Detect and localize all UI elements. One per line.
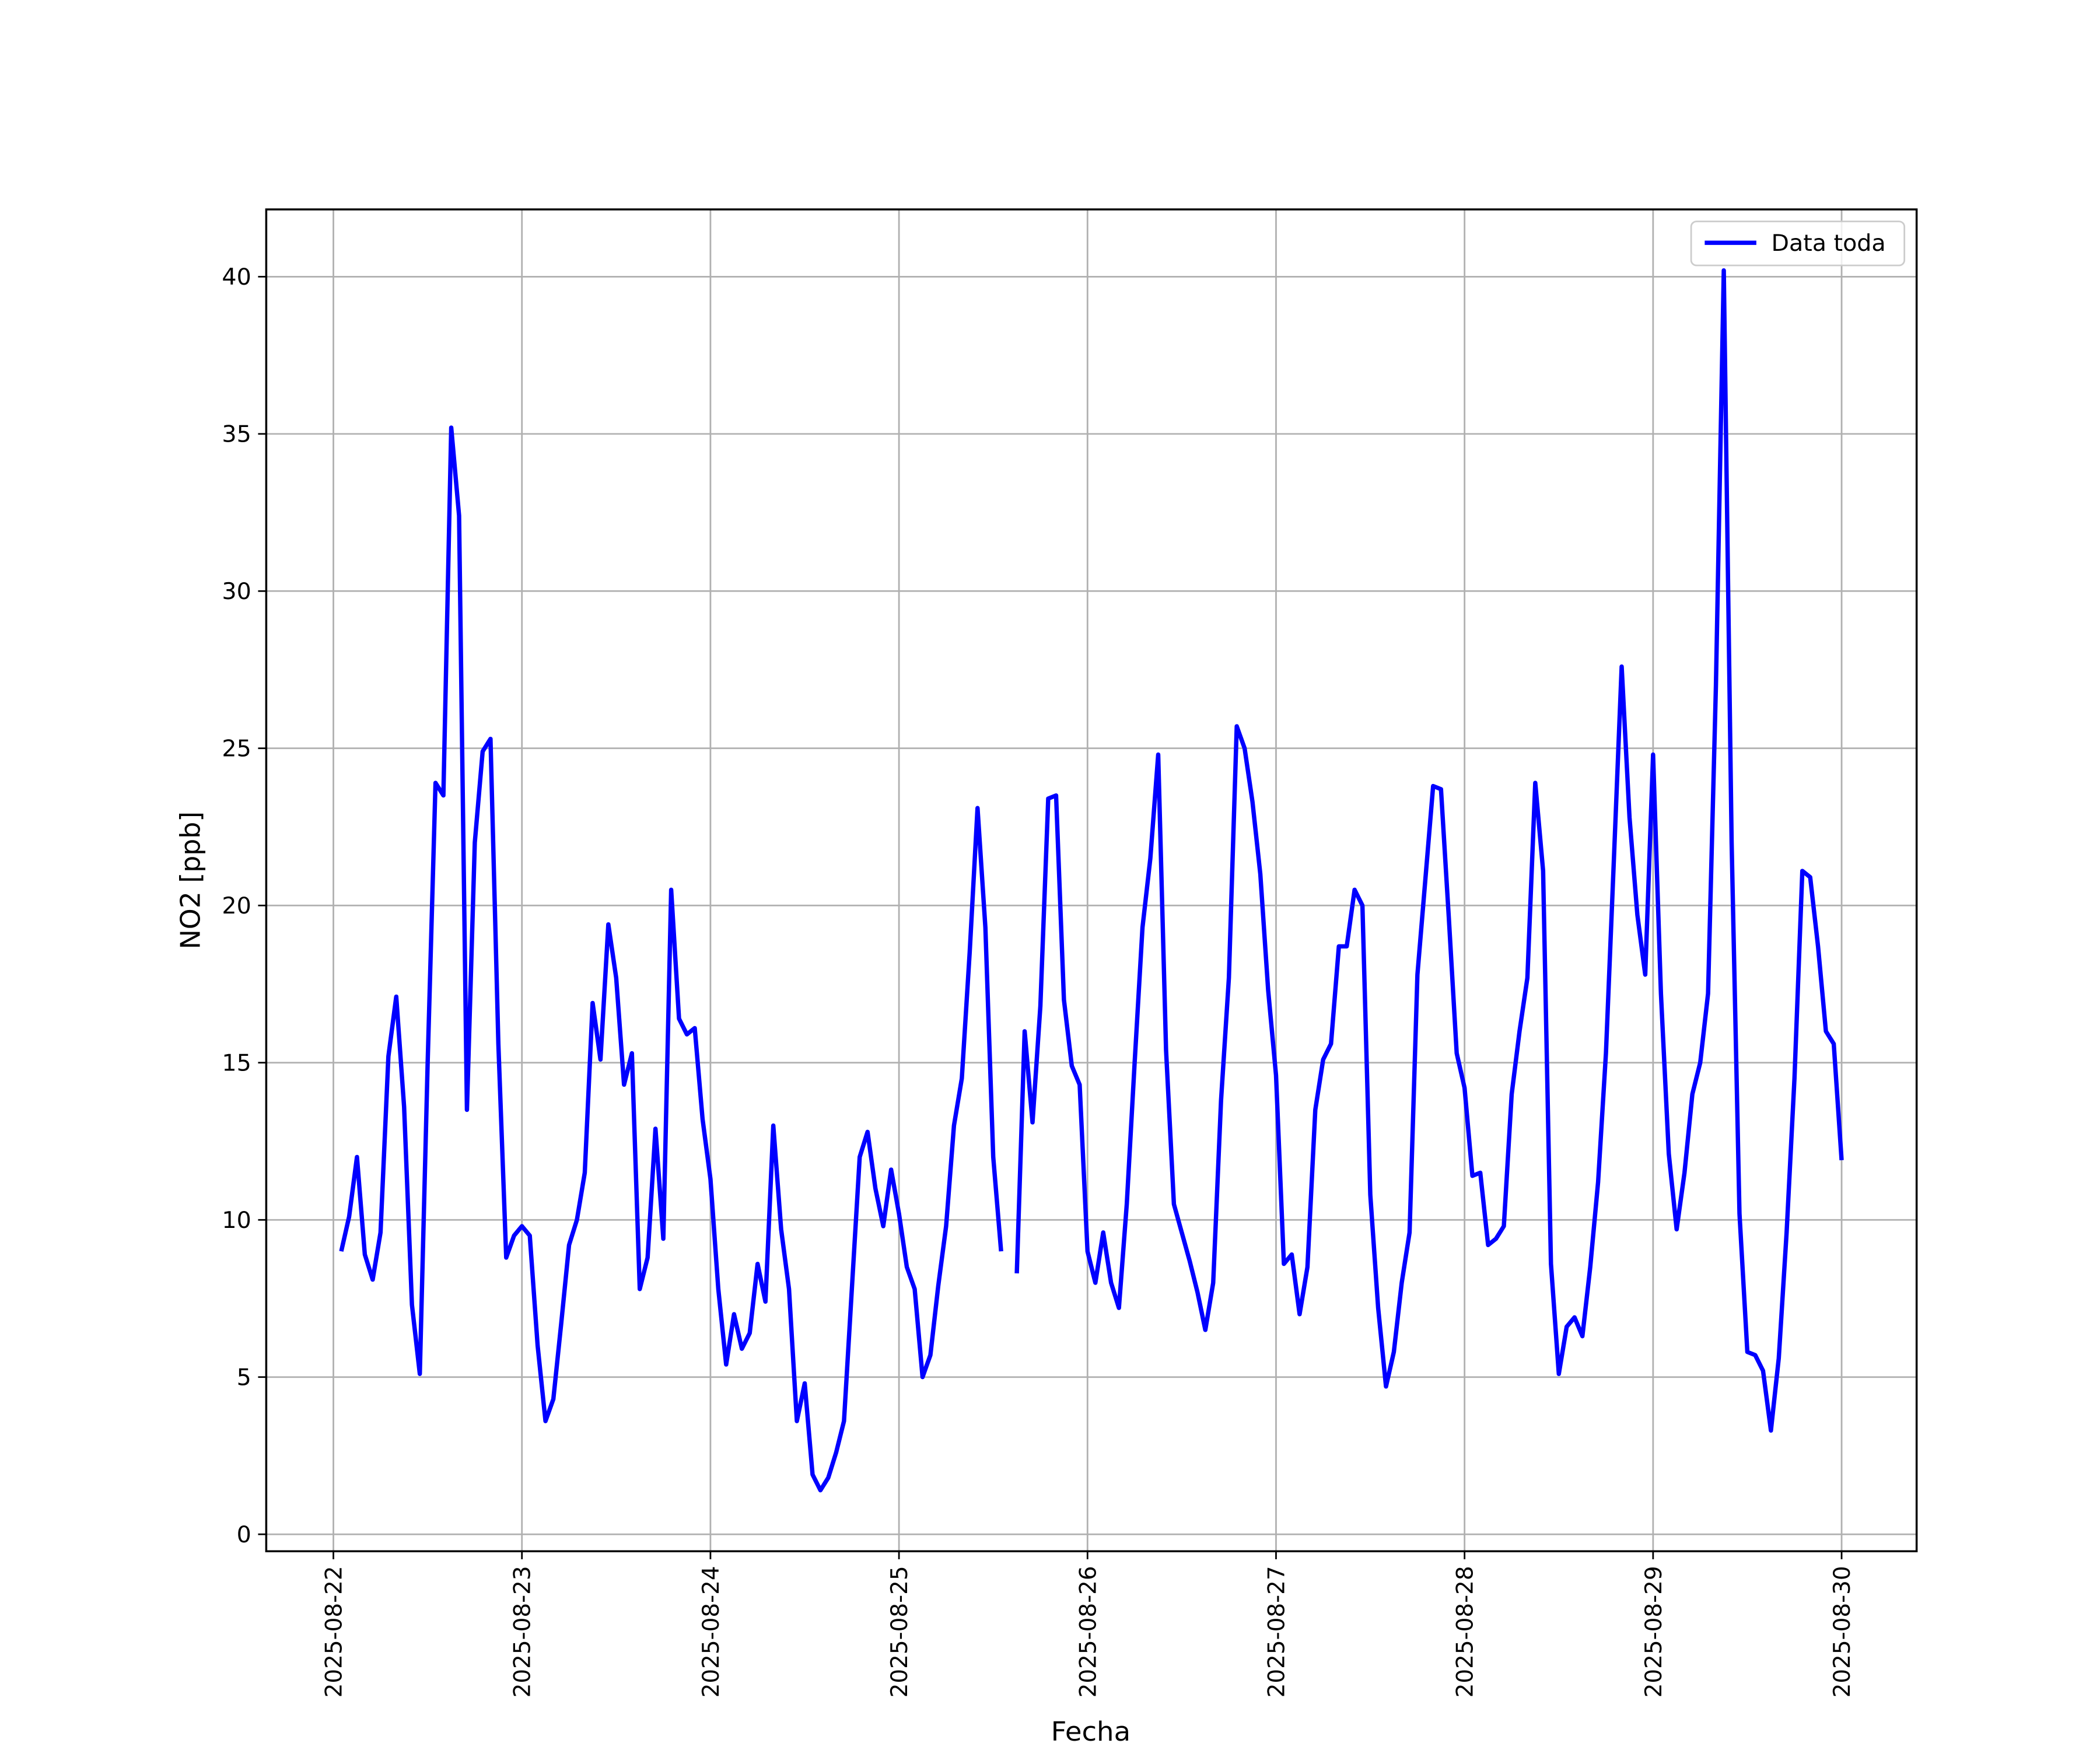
plot-frame: [265, 208, 1918, 1553]
y-tick-label: 40: [222, 264, 251, 290]
x-tick-label: 2025-08-30: [1829, 1566, 1856, 1698]
y-tick-label: 5: [237, 1365, 251, 1391]
y-axis-label: NO2 [ppb]: [174, 811, 206, 950]
x-tick-label: 2025-08-23: [509, 1566, 536, 1698]
x-tick-label: 2025-08-27: [1264, 1566, 1290, 1698]
legend-box: [1690, 220, 1906, 267]
y-tick-label: 0: [237, 1522, 251, 1548]
data-line: [339, 268, 1844, 1493]
legend-label: Data toda: [1771, 230, 1885, 257]
y-tick-label: 15: [222, 1051, 251, 1077]
legend: Data toda: [1690, 220, 1906, 267]
y-tick-label: 20: [222, 893, 251, 919]
x-tick-label: 2025-08-28: [1452, 1566, 1478, 1698]
y-tick-label: 35: [222, 422, 251, 448]
x-tick-label: 2025-08-25: [887, 1566, 913, 1698]
x-tick-label: 2025-08-26: [1075, 1566, 1101, 1698]
x-tick-label: 2025-08-29: [1641, 1566, 1667, 1698]
y-tick-label: 25: [222, 736, 251, 762]
x-tick-label: 2025-08-22: [321, 1566, 347, 1698]
y-tick-label: 10: [222, 1208, 251, 1234]
y-tick-label: 30: [222, 579, 251, 605]
x-tick-label: 2025-08-24: [698, 1566, 724, 1698]
x-axis-label: Fecha: [1051, 1716, 1131, 1747]
